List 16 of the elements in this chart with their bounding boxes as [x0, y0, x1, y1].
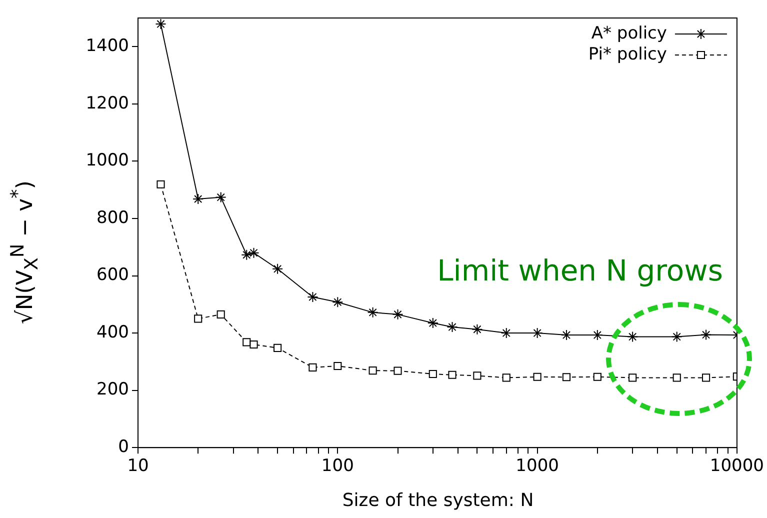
y-tick-label: 0 — [118, 437, 129, 458]
y-tick-label: 800 — [96, 208, 129, 228]
x-axis-title: Size of the system: N — [341, 490, 535, 511]
x-tick-label: 100 — [321, 456, 354, 476]
y-tick-label: 1200 — [86, 93, 129, 114]
y-tick-label: 200 — [96, 380, 129, 400]
y-tick-label: 400 — [96, 322, 129, 342]
y-tick-label: 1400 — [86, 36, 129, 56]
annotation: Limit when N grows — [437, 254, 723, 288]
legend-label: Pi* policy — [588, 44, 667, 64]
x-tick-label: 10 — [127, 456, 149, 476]
x-tick-label: 1000 — [516, 456, 559, 476]
legend-label: A* policy — [591, 23, 667, 44]
x-tick-label: 10000 — [710, 456, 764, 476]
y-tick-label: 600 — [96, 265, 129, 286]
y-tick-label: 1000 — [86, 150, 129, 171]
